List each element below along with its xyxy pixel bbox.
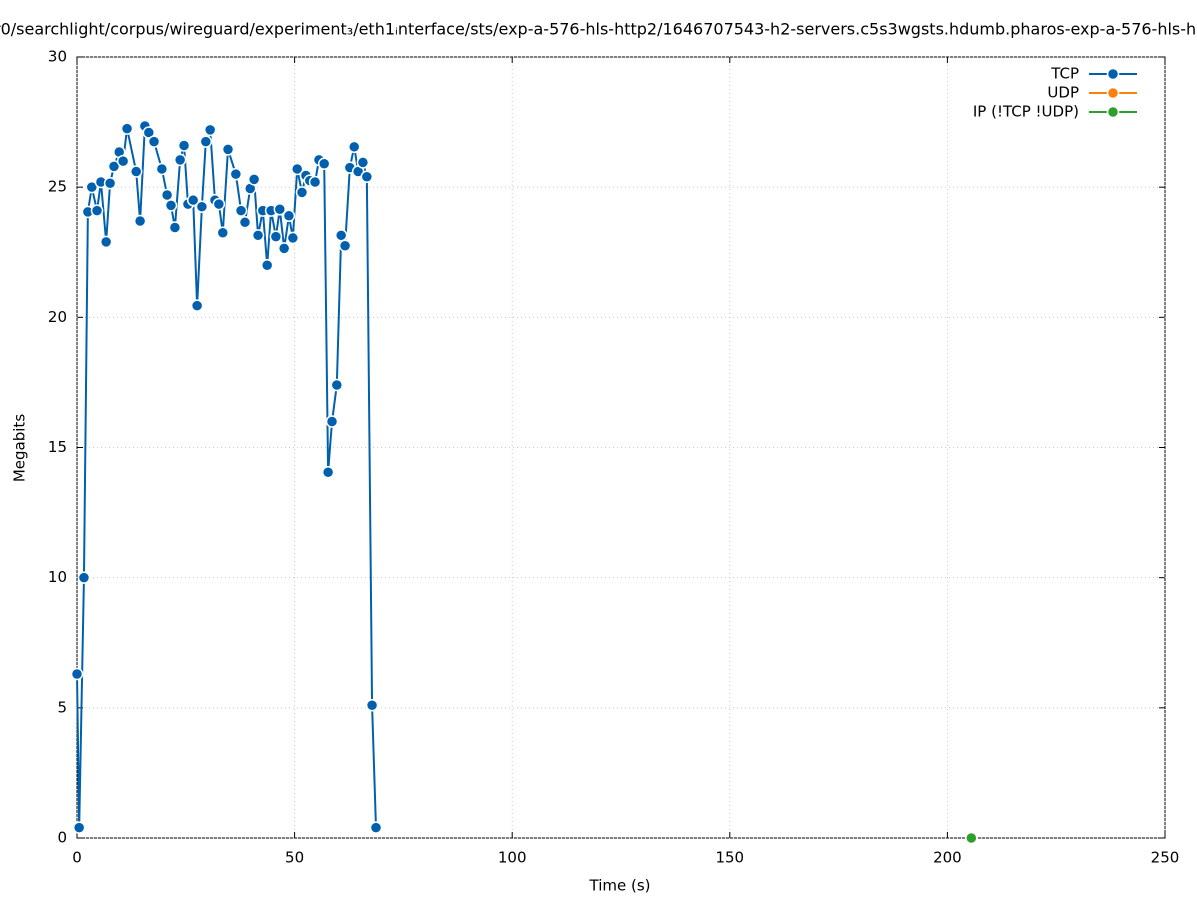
- data-point: [186, 193, 200, 207]
- y-tick-label: 25: [48, 178, 67, 196]
- data-point: [251, 229, 265, 242]
- data-point: [212, 197, 226, 211]
- data-point: [238, 216, 252, 229]
- data-point: [338, 239, 352, 252]
- legend-swatch: [1106, 86, 1120, 100]
- data-point: [155, 162, 169, 176]
- data-point: [221, 143, 235, 156]
- data-point: [147, 135, 161, 148]
- x-axis-label: Time (s): [589, 877, 651, 895]
- data-point: [290, 162, 304, 176]
- data-point: [120, 122, 134, 135]
- data-point: [269, 230, 283, 243]
- data-point: [107, 160, 121, 173]
- y-tick-label: 30: [48, 48, 67, 66]
- x-tick-label: 250: [1151, 849, 1180, 867]
- data-point: [234, 204, 248, 217]
- y-tick-label: 10: [48, 568, 67, 586]
- y-tick-label: 20: [48, 308, 67, 326]
- y-axis-label: Megabits: [11, 414, 29, 482]
- data-point: [72, 821, 86, 834]
- x-tick-label: 50: [285, 849, 304, 867]
- data-point: [103, 177, 117, 190]
- data-point: [160, 188, 174, 202]
- data-point: [260, 259, 274, 272]
- data-point: [199, 135, 213, 148]
- legend-swatch: [1106, 105, 1120, 119]
- data-point: [77, 571, 91, 584]
- data-point: [99, 235, 113, 249]
- data-point: [356, 156, 370, 169]
- data-point: [317, 157, 331, 170]
- x-tick-label: 100: [498, 849, 527, 867]
- data-point: [308, 175, 322, 189]
- data-point: [347, 140, 361, 154]
- data-point: [286, 231, 300, 245]
- data-point: [247, 173, 261, 186]
- data-point: [295, 186, 309, 199]
- data-point: [369, 821, 383, 834]
- data-point: [173, 153, 187, 167]
- legend-label: TCP: [1050, 65, 1079, 83]
- data-point: [164, 199, 178, 212]
- legend-label: IP (!TCP !UDP): [973, 103, 1079, 121]
- data-point: [334, 229, 348, 242]
- data-point: [321, 465, 335, 479]
- x-tick-label: 0: [72, 849, 82, 867]
- y-tick-label: 0: [57, 829, 67, 847]
- data-point: [360, 170, 374, 184]
- data-point: [203, 123, 217, 137]
- data-point: [90, 204, 104, 217]
- data-point: [168, 221, 182, 234]
- data-point: [133, 214, 147, 228]
- data-point: [116, 154, 130, 168]
- data-point: [85, 180, 99, 194]
- data-point: [177, 139, 191, 152]
- data-point: [129, 165, 143, 178]
- x-tick-label: 150: [715, 849, 744, 867]
- data-point: [229, 167, 243, 181]
- x-tick-label: 200: [933, 849, 962, 867]
- data-point: [365, 698, 379, 712]
- data-point: [142, 126, 156, 139]
- data-point: [325, 415, 339, 428]
- data-point: [273, 203, 287, 216]
- chart-title: r0/searchlight/corpus/wireguard/experime…: [0, 20, 1196, 39]
- y-tick-label: 15: [48, 438, 67, 456]
- data-point: [330, 378, 344, 392]
- y-tick-label: 5: [57, 698, 67, 716]
- data-point: [70, 667, 84, 681]
- data-point: [277, 242, 291, 255]
- data-point: [965, 831, 978, 845]
- data-point: [282, 209, 296, 223]
- legend-label: UDP: [1047, 84, 1079, 102]
- data-point: [195, 200, 209, 213]
- legend-swatch: [1106, 67, 1120, 81]
- data-point: [190, 299, 204, 312]
- data-point: [216, 226, 230, 239]
